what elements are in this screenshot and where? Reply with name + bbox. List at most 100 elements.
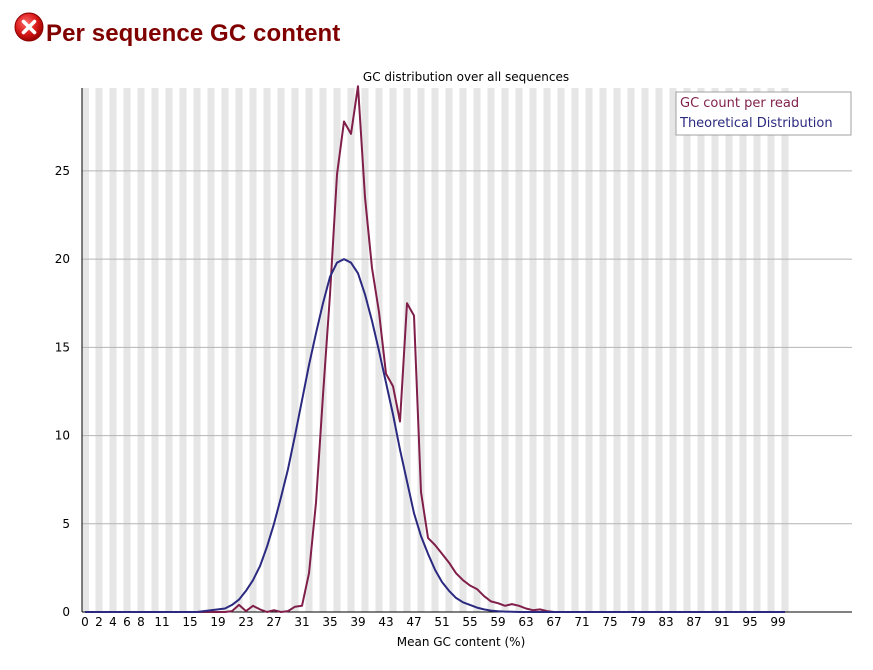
background-band — [599, 88, 607, 612]
page-title: Per sequence GC content — [46, 20, 341, 47]
background-band — [627, 88, 635, 612]
background-band — [571, 88, 579, 612]
x-axis-ticks: 0 2 4 6 8 11 15 19 23 27 31 35 39 43 47 51 55 59 63 67 71 75 7… — [81, 615, 785, 629]
x-tick-label: 11 — [154, 615, 169, 629]
x-tick-label: 51 — [434, 615, 449, 629]
background-band — [347, 88, 355, 612]
x-tick-label: 79 — [630, 615, 645, 629]
x-tick-label: 67 — [546, 615, 561, 629]
x-tick-label: 83 — [658, 615, 673, 629]
x-tick-label: 2 — [95, 615, 103, 629]
background-band — [739, 88, 747, 612]
background-band — [445, 88, 453, 612]
x-tick-label: 95 — [742, 615, 757, 629]
background-band — [109, 88, 117, 612]
background-band — [725, 88, 733, 612]
y-tick-label: 0 — [62, 605, 70, 619]
background-band — [291, 88, 299, 612]
x-tick-label: 71 — [574, 615, 589, 629]
background-band — [305, 88, 313, 612]
background-band — [557, 88, 565, 612]
x-tick-label: 4 — [109, 615, 117, 629]
x-tick-label: 87 — [686, 615, 701, 629]
report-header: Per sequence GC content — [14, 12, 340, 52]
x-tick-label: 27 — [266, 615, 281, 629]
x-tick-label: 55 — [462, 615, 477, 629]
background-band — [389, 88, 397, 612]
x-tick-label: 31 — [294, 615, 309, 629]
background-band — [165, 88, 173, 612]
x-tick-label: 6 — [123, 615, 131, 629]
background-band — [487, 88, 495, 612]
background-band — [249, 88, 257, 612]
chart-title: GC distribution over all sequences — [363, 70, 569, 84]
background-band — [781, 88, 789, 612]
y-tick-label: 25 — [55, 164, 70, 178]
y-tick-label: 5 — [62, 517, 70, 531]
chart-legend: GC count per read Theoretical Distributio… — [675, 91, 852, 136]
x-tick-label: 91 — [714, 615, 729, 629]
background-band — [683, 88, 691, 612]
background-band — [753, 88, 761, 612]
background-band — [697, 88, 705, 612]
chart-background-bands — [82, 88, 789, 612]
background-band — [767, 88, 775, 612]
legend-box — [675, 91, 852, 136]
series-line-theoretical-distribution — [85, 258, 785, 613]
background-band — [137, 88, 145, 612]
background-band — [515, 88, 523, 612]
x-tick-label: 43 — [378, 615, 393, 629]
background-band — [641, 88, 649, 612]
x-tick-label: 75 — [602, 615, 617, 629]
background-band — [613, 88, 621, 612]
background-band — [151, 88, 159, 612]
background-band — [207, 88, 215, 612]
chart-series — [85, 85, 785, 613]
background-band — [333, 88, 341, 612]
y-axis-ticks: 0 5 10 15 20 25 — [55, 164, 70, 619]
error-icon — [14, 12, 44, 42]
background-band — [277, 88, 285, 612]
y-tick-label: 15 — [55, 340, 70, 354]
x-tick-label: 39 — [350, 615, 365, 629]
background-band — [235, 88, 243, 612]
background-band — [361, 88, 369, 612]
background-band — [543, 88, 551, 612]
background-band — [473, 88, 481, 612]
background-band — [193, 88, 201, 612]
x-tick-label: 47 — [406, 615, 421, 629]
chart-gridlines — [82, 170, 852, 525]
x-tick-label: 19 — [210, 615, 225, 629]
background-band — [585, 88, 593, 612]
background-band — [501, 88, 509, 612]
y-tick-label: 10 — [55, 429, 70, 443]
legend-entry: Theoretical Distribution — [679, 116, 833, 131]
x-tick-label: 63 — [518, 615, 533, 629]
background-band — [179, 88, 187, 612]
background-band — [417, 88, 425, 612]
background-band — [655, 88, 663, 612]
background-band — [459, 88, 467, 612]
y-tick-label: 20 — [55, 252, 70, 266]
x-axis-label: Mean GC content (%) — [397, 635, 526, 649]
background-band — [82, 88, 89, 612]
background-band — [711, 88, 719, 612]
background-band — [529, 88, 537, 612]
x-tick-label: 59 — [490, 615, 505, 629]
background-band — [669, 88, 677, 612]
background-band — [431, 88, 439, 612]
background-band — [221, 88, 229, 612]
background-band — [95, 88, 103, 612]
legend-entry: GC count per read — [680, 96, 799, 111]
x-tick-label: 0 — [81, 615, 89, 629]
x-tick-label: 23 — [238, 615, 253, 629]
x-tick-label: 8 — [137, 615, 145, 629]
background-band — [319, 88, 327, 612]
x-tick-label: 99 — [770, 615, 785, 629]
background-band — [123, 88, 131, 612]
background-band — [403, 88, 411, 612]
background-band — [263, 88, 271, 612]
x-tick-label: 35 — [322, 615, 337, 629]
x-tick-label: 15 — [182, 615, 197, 629]
